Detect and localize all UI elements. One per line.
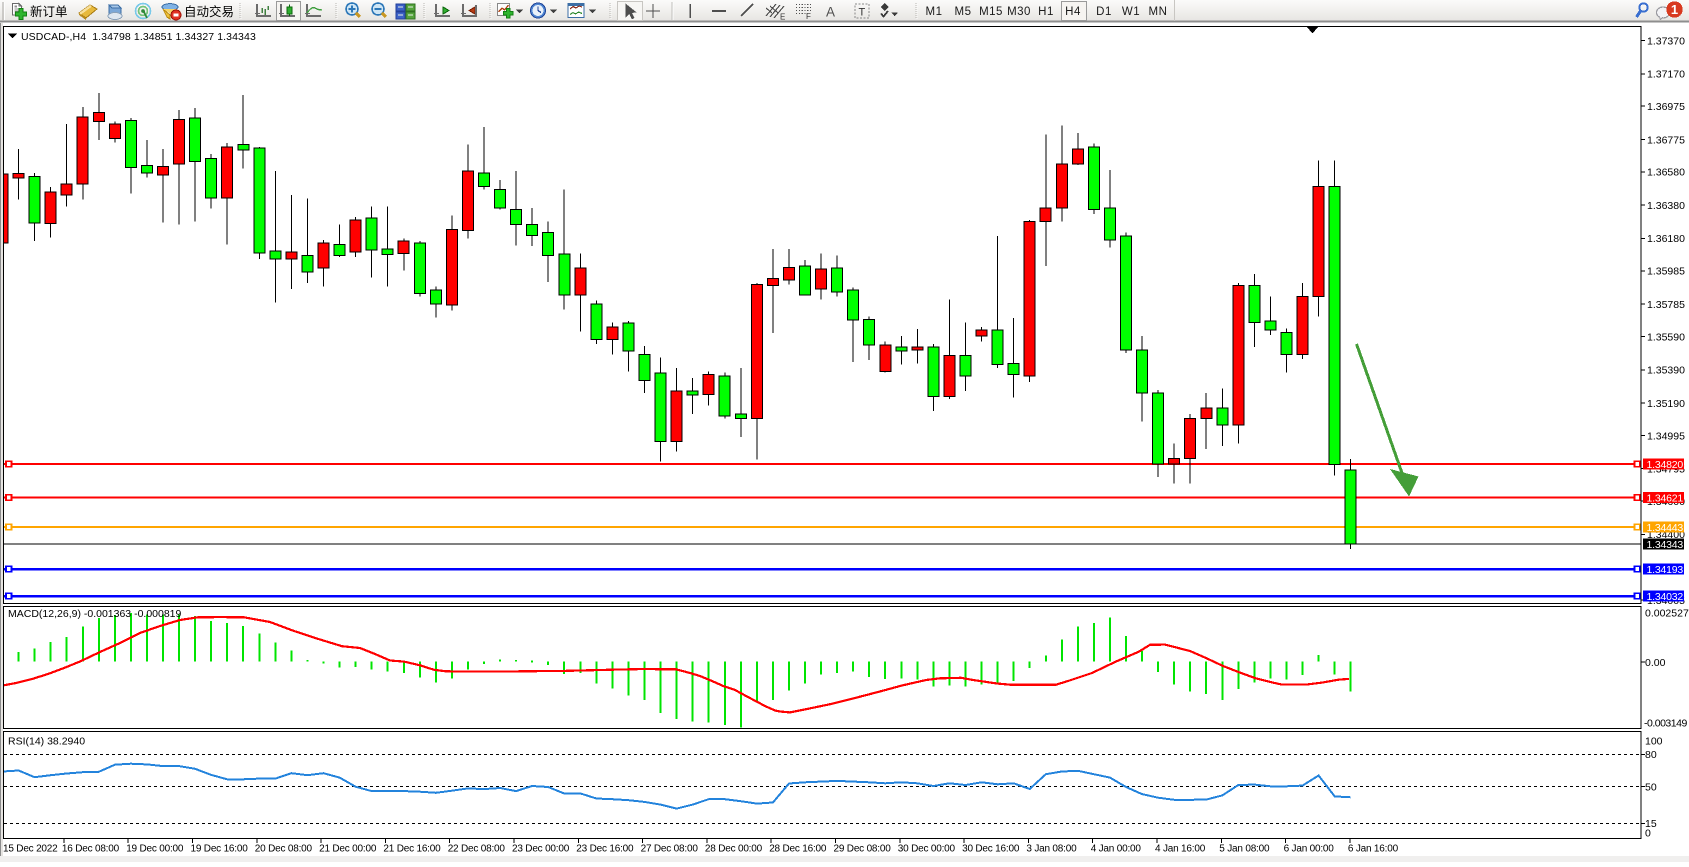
svg-text:A: A [826,5,835,20]
svg-text:E: E [780,13,785,22]
svg-text:D1: D1 [1096,6,1112,18]
svg-text:30 Dec 00:00: 30 Dec 00:00 [898,844,956,855]
svg-text:3 Jan 08:00: 3 Jan 08:00 [1026,844,1077,855]
svg-text:1.36580: 1.36580 [1647,167,1685,179]
svg-text:T: T [859,7,866,19]
svg-text:1.34032: 1.34032 [1647,591,1684,603]
svg-text:20 Dec 08:00: 20 Dec 08:00 [255,844,313,855]
svg-text:1: 1 [1671,2,1678,17]
svg-text:15 Dec 2022: 15 Dec 2022 [3,844,58,855]
svg-text:1.35785: 1.35785 [1647,299,1685,311]
svg-text:1.36380: 1.36380 [1647,200,1685,212]
svg-text:6 Jan 00:00: 6 Jan 00:00 [1284,844,1335,855]
svg-text:0: 0 [1645,827,1651,839]
svg-text:21 Dec 00:00: 21 Dec 00:00 [319,844,377,855]
svg-text:1.35985: 1.35985 [1647,266,1685,278]
svg-text:M30: M30 [1007,6,1031,18]
svg-text:15: 15 [1645,818,1657,830]
svg-text:M1: M1 [926,6,943,18]
svg-text:F: F [806,12,811,21]
svg-text:RSI(14) 38.2940: RSI(14) 38.2940 [8,736,85,748]
svg-text:1.34343: 1.34343 [1647,539,1684,551]
svg-text:0.002527: 0.002527 [1645,608,1689,620]
svg-text:23 Dec 00:00: 23 Dec 00:00 [512,844,570,855]
svg-text:自动交易: 自动交易 [184,4,234,19]
svg-text:1.35590: 1.35590 [1647,331,1685,343]
svg-text:H1: H1 [1038,6,1054,18]
svg-text:5 Jan 08:00: 5 Jan 08:00 [1219,844,1270,855]
svg-text:M5: M5 [955,6,972,18]
svg-text:30 Dec 16:00: 30 Dec 16:00 [962,844,1020,855]
svg-text:-0.003149: -0.003149 [1644,718,1687,730]
svg-text:USDCAD-,H4 1.34798 1.34851 1.: USDCAD-,H4 1.34798 1.34851 1.34327 1.343… [21,31,256,43]
svg-text:28 Dec 16:00: 28 Dec 16:00 [769,844,827,855]
svg-text:1.34820: 1.34820 [1647,459,1684,471]
svg-text:0.00: 0.00 [1645,657,1666,669]
svg-text:1.35390: 1.35390 [1647,365,1685,377]
svg-text:19 Dec 16:00: 19 Dec 16:00 [191,844,249,855]
svg-text:1.34193: 1.34193 [1647,564,1684,576]
svg-text:100: 100 [1645,735,1663,747]
svg-text:1.37170: 1.37170 [1647,69,1685,81]
svg-text:27 Dec 08:00: 27 Dec 08:00 [641,844,699,855]
svg-text:H4: H4 [1065,6,1081,18]
svg-text:16 Dec 08:00: 16 Dec 08:00 [62,844,120,855]
svg-text:29 Dec 08:00: 29 Dec 08:00 [834,844,892,855]
svg-text:19 Dec 00:00: 19 Dec 00:00 [126,844,184,855]
svg-text:28 Dec 00:00: 28 Dec 00:00 [705,844,763,855]
svg-text:1.36180: 1.36180 [1647,233,1685,245]
svg-text:1.37370: 1.37370 [1647,35,1685,47]
svg-text:6 Jan 16:00: 6 Jan 16:00 [1348,844,1399,855]
svg-text:21 Dec 16:00: 21 Dec 16:00 [383,844,441,855]
svg-text:W1: W1 [1122,6,1140,18]
svg-text:M15: M15 [979,6,1003,18]
svg-text:22 Dec 08:00: 22 Dec 08:00 [448,844,506,855]
svg-text:新订单: 新订单 [30,4,68,19]
svg-text:23 Dec 16:00: 23 Dec 16:00 [576,844,634,855]
svg-text:1.34621: 1.34621 [1647,492,1684,504]
svg-text:50: 50 [1645,781,1657,793]
svg-text:4 Jan 00:00: 4 Jan 00:00 [1091,844,1142,855]
svg-text:1.36775: 1.36775 [1647,134,1685,146]
svg-text:MN: MN [1149,6,1168,18]
svg-text:80: 80 [1645,749,1657,761]
svg-text:MACD(12,26,9) -0.001363 -0.000: MACD(12,26,9) -0.001363 -0.000819 [8,608,182,620]
svg-text:4 Jan 16:00: 4 Jan 16:00 [1155,844,1206,855]
svg-text:1.35190: 1.35190 [1647,398,1685,410]
svg-text:1.34995: 1.34995 [1647,430,1685,442]
svg-text:1.34443: 1.34443 [1647,522,1684,534]
svg-text:1.36975: 1.36975 [1647,101,1685,113]
